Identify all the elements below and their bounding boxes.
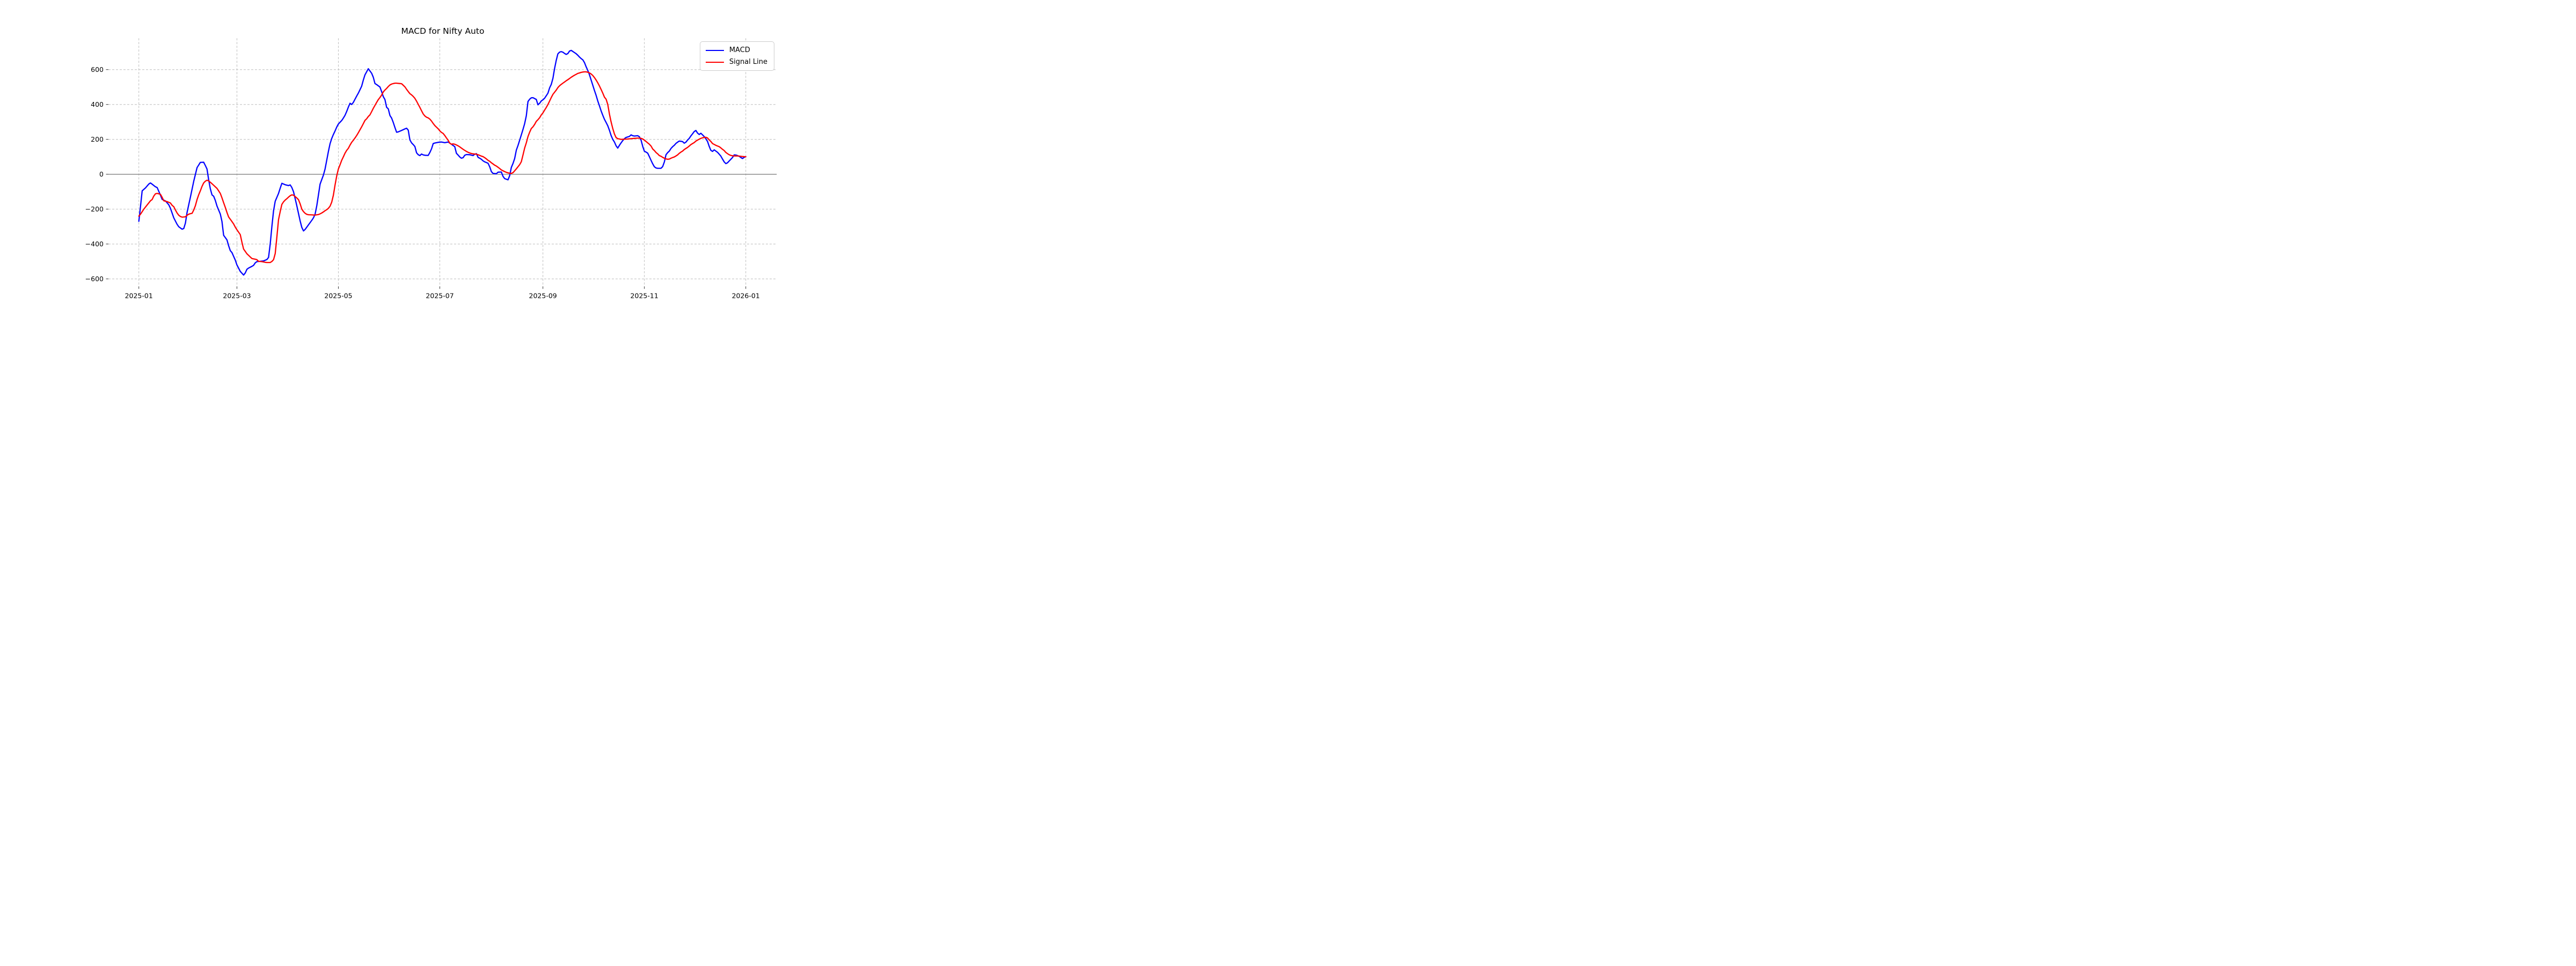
legend-line-sample [705,61,724,63]
x-tick-label: 2026-01 [732,292,760,300]
x-tick-label: 2025-03 [223,292,251,300]
chart-figure: 2025-01 2025-03 2025-05 2025-07 2025-09 2025-… [0,0,859,322]
y-tick-label: −200 [85,205,104,213]
y-tick-label: 200 [91,135,104,143]
y-tick-label: 0 [99,170,104,178]
legend-label: MACD [729,46,750,54]
y-tick-label: 600 [91,65,104,74]
y-tick-label: 400 [91,100,104,108]
legend-item-signal-line: Signal Line [705,58,767,66]
series-line-signal-line [138,71,747,264]
chart-title: MACD for Nifty Auto [401,26,485,36]
legend-line-sample [705,49,724,51]
y-tick-label: −400 [85,240,104,248]
macd-chart-canvas: 2025-01 2025-03 2025-05 2025-07 2025-09 2025-… [85,38,777,300]
x-tick-label: 2025-09 [529,292,557,300]
legend: MACD Signal Line [699,41,774,71]
legend-label: Signal Line [729,58,767,66]
x-tick-label: 2025-01 [125,292,153,300]
legend-item-macd: MACD [705,46,767,54]
x-tick-label: 2025-05 [324,292,352,300]
x-tick-label: 2025-07 [426,292,453,300]
series-line-macd [138,49,747,276]
x-tick-label: 2025-11 [631,292,658,300]
y-tick-label: −600 [85,275,104,283]
